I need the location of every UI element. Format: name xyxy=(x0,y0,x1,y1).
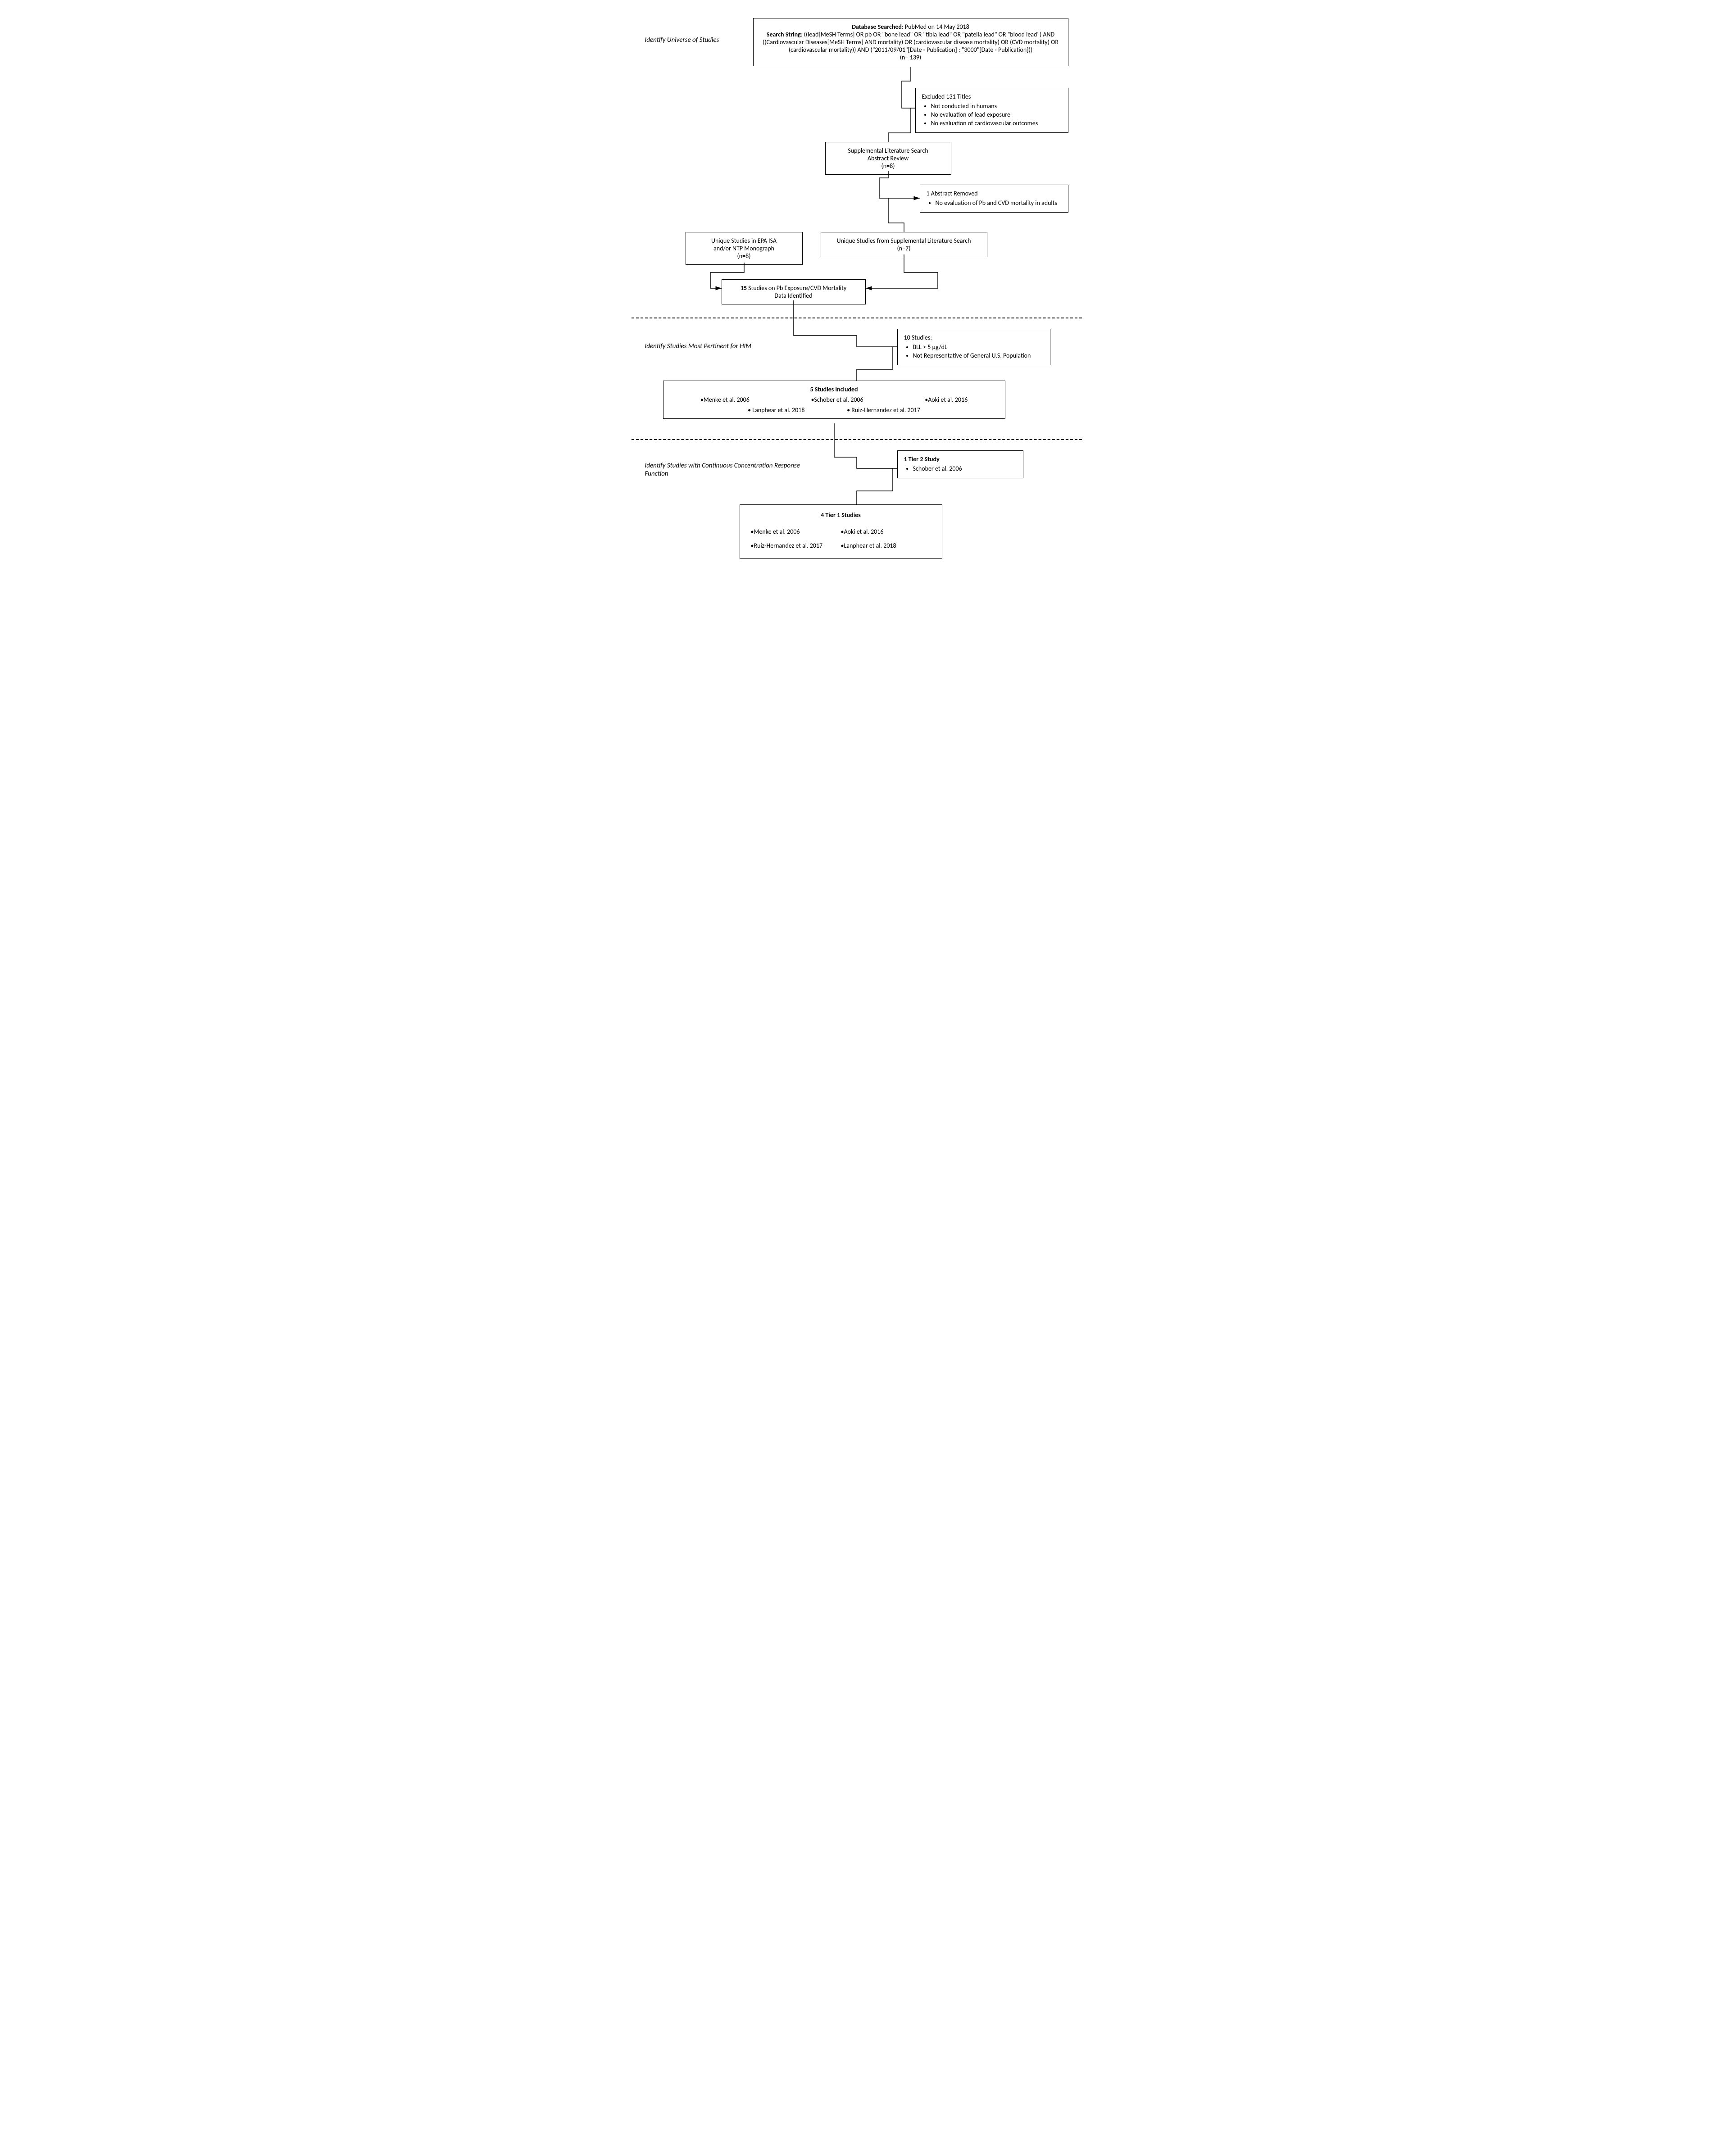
db-n: (n= 139) xyxy=(760,54,1062,61)
dashed-divider-2 xyxy=(632,439,1082,440)
supplemental-box: Supplemental Literature Search Abstract … xyxy=(825,142,951,175)
supp-unique-line1: Unique Studies from Supplemental Literat… xyxy=(827,237,981,245)
tier1-col1: •Menke et al. 2006 •Ruiz-Hernandez et al… xyxy=(751,525,841,552)
abstract-removed-item: No evaluation of Pb and CVD mortality in… xyxy=(936,199,1062,207)
tier1-col2: •Aoki et al. 2016 •Lanphear et al. 2018 xyxy=(841,525,931,552)
supplemental-n: (n=8) xyxy=(832,162,945,170)
study-item: • Ruiz-Hernandez et al. 2017 xyxy=(847,406,920,414)
excluded-131-item: Not conducted in humans xyxy=(931,102,1062,110)
fifteen-line2: Data Identified xyxy=(728,292,859,300)
db-text: : PubMed on 14 May 2018 xyxy=(902,23,969,31)
study-item: •Ruiz-Hernandez et al. 2017 xyxy=(751,542,841,549)
study-item: •Aoki et al. 2016 xyxy=(841,528,931,536)
ten-studies-item: BLL > 5 µg/dL xyxy=(913,343,1044,351)
tier2-title: 1 Tier 2 Study xyxy=(904,455,1017,463)
five-included-row2: • Lanphear et al. 2018 • Ruiz-Hernandez … xyxy=(670,406,999,414)
supp-unique-box: Unique Studies from Supplemental Literat… xyxy=(821,232,987,257)
tier2-box: 1 Tier 2 Study Schober et al. 2006 xyxy=(897,450,1023,478)
fifteen-num: 15 xyxy=(741,284,747,292)
excluded-131-list: Not conducted in humans No evaluation of… xyxy=(922,102,1062,127)
supplemental-line1: Supplemental Literature Search xyxy=(832,147,945,154)
epa-n: (n=8) xyxy=(692,252,796,260)
section-label-1: Identify Universe of Studies xyxy=(645,36,719,44)
epa-box: Unique Studies in EPA ISA and/or NTP Mon… xyxy=(686,232,803,265)
fifteen-line1: Studies on Pb Exposure/CVD Mortality xyxy=(747,284,846,292)
tier1-box: 4 Tier 1 Studies •Menke et al. 2006 •Rui… xyxy=(740,504,942,559)
five-included-title: 5 Studies Included xyxy=(670,386,999,393)
excluded-131-item: No evaluation of lead exposure xyxy=(931,111,1062,118)
fifteen-box: 15 Studies on Pb Exposure/CVD Mortality … xyxy=(722,279,866,304)
database-box: Database Searched: PubMed on 14 May 2018… xyxy=(753,18,1068,66)
epa-line2: and/or NTP Monograph xyxy=(692,245,796,252)
abstract-removed-box: 1 Abstract Removed No evaluation of Pb a… xyxy=(920,185,1068,213)
excluded-131-title: Excluded 131 Titles xyxy=(922,93,1062,100)
ten-studies-title: 10 Studies: xyxy=(904,334,1044,341)
abstract-removed-title: 1 Abstract Removed xyxy=(927,190,1062,197)
ten-studies-box: 10 Studies: BLL > 5 µg/dL Not Representa… xyxy=(897,329,1050,365)
search-label: Search String xyxy=(767,31,801,38)
supp-unique-n: (n=7) xyxy=(827,245,981,252)
epa-line1: Unique Studies in EPA ISA xyxy=(692,237,796,245)
excluded-131-item: No evaluation of cardiovascular outcomes xyxy=(931,119,1062,127)
supplemental-line2: Abstract Review xyxy=(832,154,945,162)
excluded-131-box: Excluded 131 Titles Not conducted in hum… xyxy=(915,88,1068,133)
study-item: •Schober et al. 2006 xyxy=(811,396,863,404)
study-item: •Aoki et al. 2016 xyxy=(925,396,968,404)
five-included-box: 5 Studies Included •Menke et al. 2006 •S… xyxy=(663,381,1005,419)
ten-studies-list: BLL > 5 µg/dL Not Representative of Gene… xyxy=(904,343,1044,359)
ten-studies-item: Not Representative of General U.S. Popul… xyxy=(913,352,1044,359)
study-item: • Lanphear et al. 2018 xyxy=(748,406,804,414)
section-label-3: Identify Studies with Continuous Concent… xyxy=(645,462,803,478)
study-item: •Lanphear et al. 2018 xyxy=(841,542,931,549)
section-label-2: Identify Studies Most Pertinent for HIM xyxy=(645,342,752,350)
tier2-list: Schober et al. 2006 xyxy=(904,465,1017,472)
tier1-title: 4 Tier 1 Studies xyxy=(751,511,931,519)
abstract-removed-list: No evaluation of Pb and CVD mortality in… xyxy=(927,199,1062,207)
db-label: Database Searched xyxy=(852,23,902,31)
five-included-row1: •Menke et al. 2006 •Schober et al. 2006 … xyxy=(670,396,999,404)
study-item: •Menke et al. 2006 xyxy=(751,528,841,536)
tier2-item: Schober et al. 2006 xyxy=(913,465,1017,472)
study-item: •Menke et al. 2006 xyxy=(700,396,750,404)
search-text: : ((lead[MeSH Terms] OR pb OR "bone lead… xyxy=(763,31,1059,54)
